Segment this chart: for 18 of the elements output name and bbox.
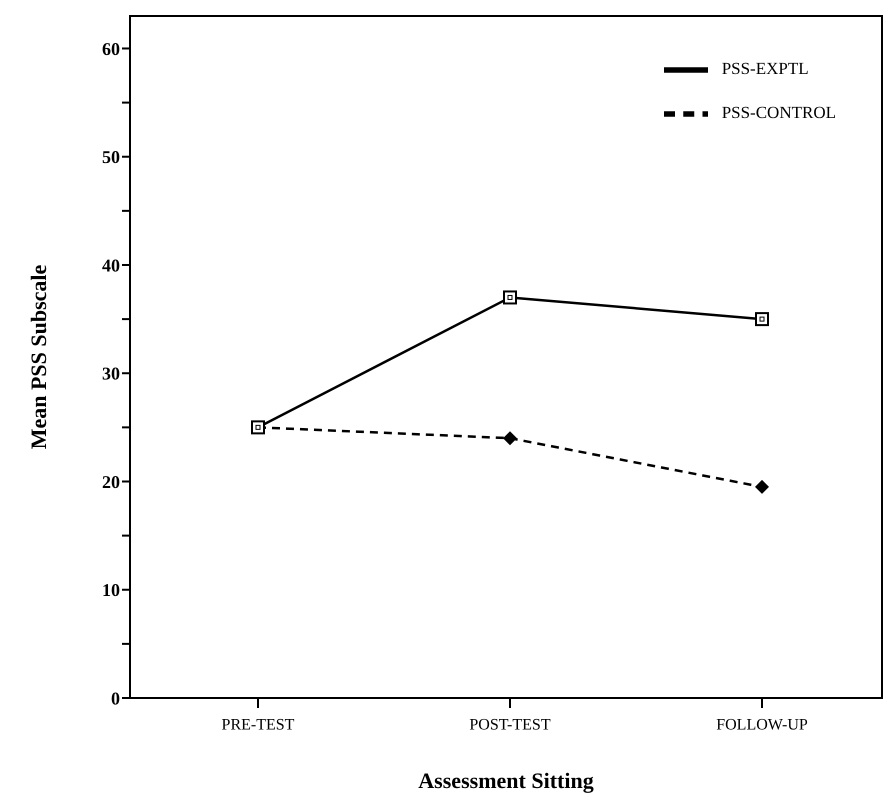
y-tick-label: 20: [102, 472, 120, 492]
x-tick-label: PRE-TEST: [222, 716, 295, 734]
legend-label: PSS-CONTROL: [722, 102, 836, 122]
point: [755, 480, 769, 494]
y-tick-label: 0: [111, 688, 120, 708]
x-axis-title: Assessment Sitting: [418, 768, 594, 793]
point: [755, 312, 769, 326]
point: [503, 431, 517, 446]
x-tick-label: POST-TEST: [469, 716, 551, 734]
y-axis-title: Mean PSS Subscale: [26, 264, 51, 450]
x-tick-label: FOLLOW-UP: [716, 716, 808, 734]
y-tick-label: 10: [102, 580, 120, 600]
y-tick-label: 40: [102, 255, 120, 276]
y-tick-label: 60: [102, 38, 120, 59]
y-tick-label: 30: [102, 364, 120, 384]
legend-label: PSS-EXPTL: [722, 58, 809, 78]
point: [503, 290, 517, 304]
y-tick-label: 50: [102, 147, 120, 168]
